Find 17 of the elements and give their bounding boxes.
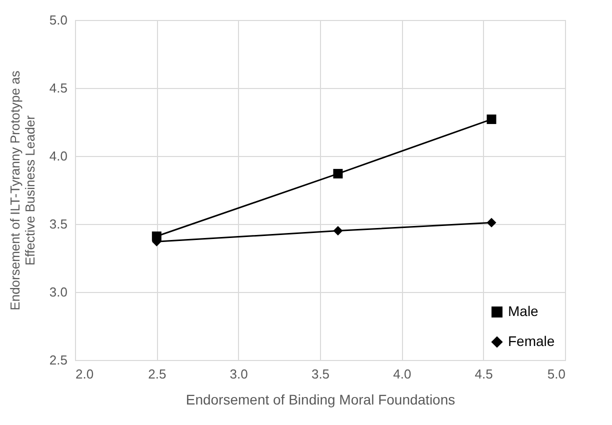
y-tick-label: 3.5 xyxy=(49,216,68,232)
y-tick-label: 4.0 xyxy=(49,148,68,164)
y-tick-label: 5.0 xyxy=(49,12,68,28)
y-tick-label: 2.5 xyxy=(49,352,68,368)
x-tick-label: 2.5 xyxy=(148,366,166,382)
x-axis-title: Endorsement of Binding Moral Foundations xyxy=(186,392,456,408)
y-tick-label: 4.5 xyxy=(49,80,68,96)
x-tick-label: 2.0 xyxy=(76,366,94,382)
legend-label: Female xyxy=(508,333,555,349)
x-tick-label: 3.0 xyxy=(230,366,248,382)
x-tick-label: 4.0 xyxy=(393,366,412,382)
x-tick-label: 3.5 xyxy=(311,366,330,382)
y-axis-title: Endorsement of ILT-Tyranny Prototype as Effective Business Leader xyxy=(7,70,38,310)
legend-label: Male xyxy=(508,303,539,319)
x-tick-label: 4.5 xyxy=(474,366,493,382)
x-tick-label: 5.0 xyxy=(547,366,566,382)
y-tick-label: 3.0 xyxy=(49,284,68,300)
